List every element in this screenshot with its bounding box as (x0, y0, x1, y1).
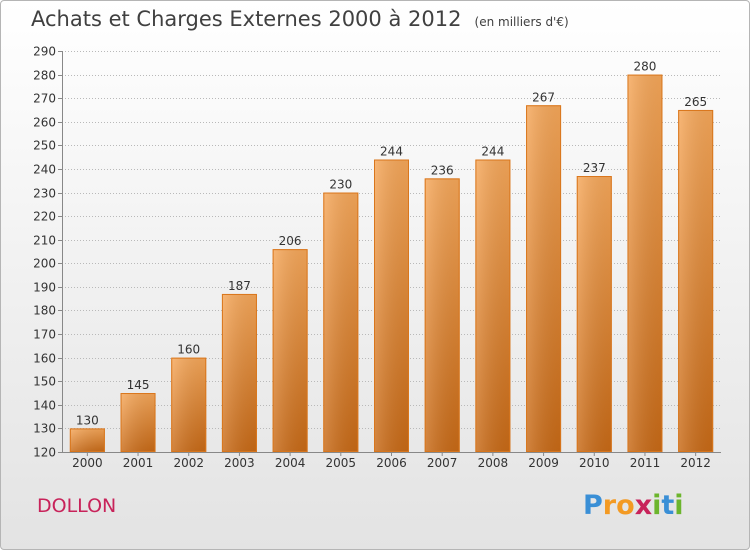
y-tick-label: 200 (33, 257, 56, 271)
data-label: 280 (634, 60, 657, 74)
data-label: 145 (127, 378, 150, 392)
x-tick-label: 2003 (224, 456, 255, 470)
bar-shade (323, 192, 359, 452)
bar-outline (475, 159, 511, 452)
bar-outline (576, 176, 612, 453)
y-tick-label: 220 (33, 210, 56, 224)
bar-outline (272, 249, 308, 452)
logo-letter: x (634, 490, 653, 521)
bar-shade (69, 428, 105, 452)
city-name: DOLLON (37, 495, 117, 517)
data-label: 244 (481, 145, 504, 159)
proxiti-logo[interactable]: Proxiti (583, 490, 684, 521)
data-label: 187 (228, 279, 251, 293)
y-tick-label: 280 (33, 69, 56, 83)
x-tick-label: 2002 (173, 456, 204, 470)
y-tick-label: 150 (33, 375, 56, 389)
bar-shade (627, 74, 663, 453)
bar-shade (171, 357, 207, 452)
bar-shade (678, 109, 714, 453)
data-label: 206 (279, 234, 302, 248)
bar-shade (120, 393, 156, 452)
x-tick-label: 2004 (275, 456, 306, 470)
y-tick-label: 240 (33, 163, 56, 177)
y-tick-label: 120 (33, 446, 56, 460)
x-tick-label: 2007 (427, 456, 458, 470)
data-label: 236 (431, 163, 454, 177)
y-tick-label: 130 (33, 422, 56, 436)
logo-letter: t (661, 490, 675, 521)
bar-outline (120, 393, 156, 453)
x-tick-label: 2005 (326, 456, 357, 470)
y-tick-label: 170 (33, 328, 56, 342)
bar-outline (424, 178, 460, 452)
x-tick-label: 2010 (579, 456, 610, 470)
x-tick-label: 2000 (72, 456, 103, 470)
bar-outline (627, 74, 663, 453)
y-tick-label: 250 (33, 139, 56, 153)
bar-shade (221, 293, 257, 452)
x-tick-label: 2009 (528, 456, 559, 470)
x-tick-label: 2011 (630, 456, 661, 470)
title-row: Achats et Charges Externes 2000 à 2012 (… (31, 7, 569, 31)
bar-shade (424, 178, 460, 452)
bar-outline (171, 357, 207, 453)
x-tick-label: 2008 (478, 456, 509, 470)
y-tick-label: 260 (33, 116, 56, 130)
x-tick-label: 2012 (680, 456, 711, 470)
data-label: 130 (76, 413, 99, 427)
bar-outline (374, 159, 409, 452)
y-tick-label: 180 (33, 304, 56, 318)
chart-title: Achats et Charges Externes 2000 à 2012 (31, 7, 462, 31)
y-tick-label: 140 (33, 399, 56, 413)
data-label: 267 (532, 90, 555, 104)
data-label: 265 (684, 95, 707, 109)
data-label: 237 (583, 161, 606, 175)
logo-letter: o (616, 490, 635, 521)
y-tick-label: 270 (33, 92, 56, 106)
bar-shade (475, 159, 511, 452)
chart-subtitle: (en milliers d'€) (474, 15, 569, 29)
data-label: 230 (329, 178, 352, 192)
bar-outline (69, 428, 105, 453)
bar-outline (526, 105, 562, 453)
data-label: 244 (380, 145, 403, 159)
bar-shade (576, 176, 612, 453)
bar-outline (221, 293, 257, 453)
bar-shade (374, 159, 409, 452)
x-tick-label: 2006 (376, 456, 407, 470)
logo-letter: i (674, 490, 684, 521)
bar-shade (526, 105, 562, 453)
bar-outline (323, 192, 359, 452)
logo-letter: i (652, 490, 662, 521)
bar-outline (678, 109, 714, 453)
bar-shade (272, 249, 308, 452)
logo-letter: P (583, 490, 603, 521)
x-tick-label: 2001 (123, 456, 154, 470)
y-tick-label: 290 (33, 45, 56, 59)
logo-letter: r (602, 490, 617, 521)
data-label: 160 (177, 343, 200, 357)
y-tick-label: 210 (33, 234, 56, 248)
y-tick-label: 230 (33, 187, 56, 201)
y-tick-label: 190 (33, 281, 56, 295)
y-tick-label: 160 (33, 352, 56, 366)
